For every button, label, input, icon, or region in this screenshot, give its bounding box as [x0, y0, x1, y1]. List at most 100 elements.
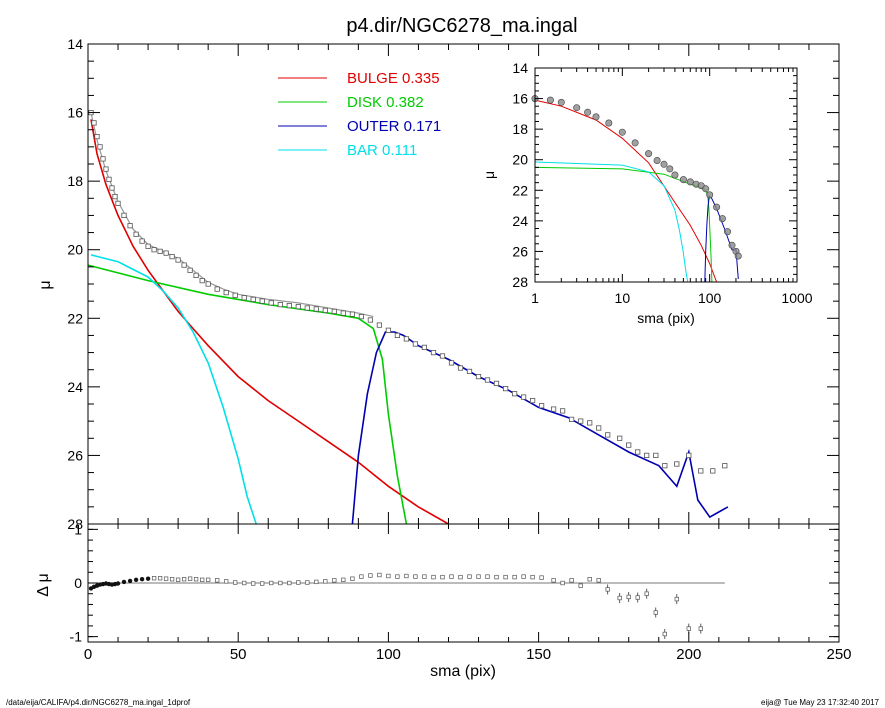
residual-point: [569, 578, 574, 583]
residual-point: [521, 574, 526, 579]
inset-observed-point: [686, 178, 694, 186]
observed-point: [112, 193, 118, 200]
inset-axis-ticks: 14 16 18 20 22 24 26 281 10 100 1000: [512, 60, 812, 306]
observed-point: [403, 336, 410, 342]
observed-point: [106, 176, 112, 182]
inset-observed-point: [645, 150, 653, 158]
observed-point: [157, 248, 163, 254]
inset-plot: 14 16 18 20 22 24 26 281 10 100 1000 sma (pix) μ: [481, 60, 813, 326]
inset-y-axis-label: μ: [481, 171, 497, 179]
observed-point: [121, 212, 127, 218]
residual-point: [323, 579, 328, 584]
y-tick-label: 24: [67, 379, 83, 395]
observed-point: [133, 231, 139, 237]
residual-point: [686, 626, 691, 631]
observed-point: [181, 262, 187, 268]
observed-point: [569, 416, 575, 423]
observed-point: [635, 449, 641, 455]
residual-point: [617, 595, 622, 601]
bar-curve: [90, 254, 257, 525]
inset-observed-point: [679, 176, 687, 184]
residual-point: [530, 574, 535, 580]
inset-x-tick-label: 10: [615, 290, 631, 306]
inset-x-tick-label: 1000: [781, 290, 812, 306]
residual-point: [224, 579, 229, 584]
observed-point: [560, 408, 566, 414]
residual-x-tick-label: 0: [84, 646, 92, 663]
residual-point: [260, 581, 265, 586]
observed-point: [430, 349, 437, 356]
observed-point: [385, 327, 392, 333]
observed-point: [578, 418, 584, 424]
residual-point: [662, 631, 667, 637]
residual-point: [485, 574, 490, 579]
inset-y-tick-label: 22: [512, 182, 528, 198]
inset-observed-point: [573, 104, 581, 112]
residual-point: [193, 577, 199, 582]
inset-observed-point: [546, 96, 554, 104]
inset-observed-point: [660, 160, 668, 168]
residual-point: [332, 578, 337, 583]
observed-point: [617, 435, 623, 441]
residual-point: [133, 577, 139, 582]
inset-x-axis-label: sma (pix): [637, 310, 695, 326]
observed-point: [175, 257, 181, 263]
residual-point: [296, 580, 301, 585]
observed-point: [277, 301, 283, 308]
residual-point: [539, 575, 544, 580]
y-tick-label: 26: [67, 447, 83, 463]
inset-observed-point: [671, 171, 679, 179]
residual-point: [635, 595, 640, 600]
residual-point: [251, 581, 256, 586]
residual-point: [578, 583, 583, 588]
observed-point: [100, 156, 106, 162]
observed-point: [139, 238, 145, 244]
residual-point: [206, 577, 211, 582]
observed-point: [710, 468, 716, 474]
residual-point: [674, 596, 679, 602]
observed-point: [466, 368, 473, 375]
residual-point: [431, 574, 436, 580]
observed-point: [653, 452, 659, 459]
observed-point: [662, 463, 668, 469]
observed-point: [475, 373, 482, 380]
observed-point: [223, 289, 229, 296]
inset-bar-curve: [534, 161, 689, 283]
observed-point: [91, 120, 97, 126]
residual-y-tick-label: 1: [74, 521, 82, 537]
residual-point: [314, 579, 319, 585]
residual-point: [359, 574, 364, 579]
observed-point: [169, 253, 175, 260]
footer-filepath: /data/eija/CALIFA/p4.dir/NGC6278_ma.inga…: [6, 698, 191, 707]
residual-point: [698, 626, 703, 631]
outer-curve: [351, 331, 729, 525]
inset-observed-point: [631, 139, 639, 147]
y-tick-label: 14: [67, 36, 83, 52]
observed-point: [521, 394, 527, 400]
observed-point: [358, 313, 365, 320]
residual-point: [494, 574, 499, 580]
observed-point: [127, 223, 133, 229]
observed-point: [286, 302, 292, 309]
residual-point: [368, 573, 373, 578]
observed-point: [376, 322, 383, 328]
residual-x-tick-label: 200: [676, 646, 701, 663]
observed-point: [109, 185, 115, 191]
observed-point: [205, 281, 211, 287]
residual-point: [200, 577, 205, 582]
observed-point: [259, 298, 265, 304]
inset-observed-points: [531, 95, 742, 260]
bulge-legend-label: BULGE 0.335: [347, 70, 440, 87]
residual-point: [242, 580, 247, 586]
model-sum-curve: [90, 112, 374, 318]
residual-point: [653, 610, 658, 615]
observed-point: [322, 307, 328, 314]
observed-point: [644, 452, 650, 459]
residual-point: [350, 576, 355, 581]
observed-point: [163, 250, 169, 256]
residual-point: [169, 577, 175, 582]
residual-point: [115, 581, 121, 586]
residual-point: [587, 577, 592, 582]
